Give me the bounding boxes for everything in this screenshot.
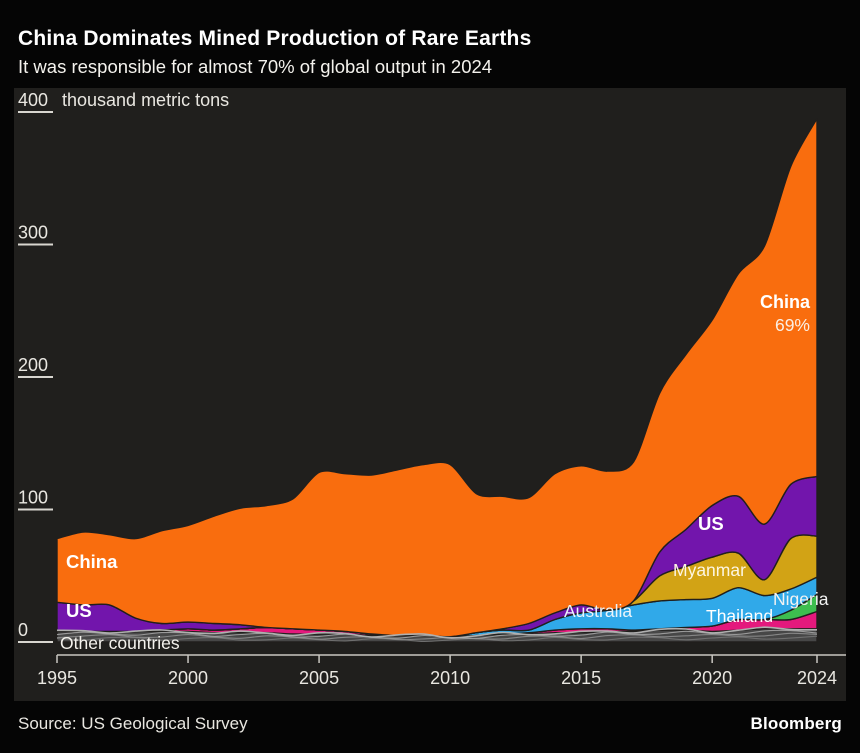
other-countries-texture-line: [56, 626, 818, 639]
page-subtitle: It was responsible for almost 70% of glo…: [18, 56, 493, 77]
chart-label-australia: Australia: [564, 601, 632, 621]
y-axis-unit-label: thousand metric tons: [62, 90, 230, 110]
y-tick-label: 400: [18, 90, 48, 110]
y-tick-label: 0: [18, 620, 28, 640]
page-title: China Dominates Mined Production of Rare…: [18, 27, 532, 50]
y-tick-label: 100: [18, 488, 48, 508]
x-tick-label: 2015: [561, 668, 601, 688]
x-tick-label: 2010: [430, 668, 470, 688]
source-text: Source: US Geological Survey: [18, 714, 248, 733]
x-tick-label: 2005: [299, 668, 339, 688]
chart-label-myanmar: Myanmar: [673, 560, 746, 580]
x-tick-label: 2020: [692, 668, 732, 688]
chart-label-us-right: US: [698, 513, 724, 534]
x-tick-label: 2000: [168, 668, 208, 688]
chart-label-nigeria: Nigeria: [773, 589, 829, 609]
y-tick-label: 300: [18, 223, 48, 243]
chart-label-other-countries: Other countries: [60, 633, 180, 653]
other-countries-texture-line: [56, 635, 818, 643]
chart-label-china-pct: 69%: [775, 315, 810, 335]
x-tick-label: 1995: [37, 668, 77, 688]
chart-label-china-right: China: [760, 292, 811, 312]
chart-label-thailand: Thailand: [706, 606, 773, 626]
chart-footer: Source: US Geological Survey Bloomberg: [0, 701, 860, 753]
x-tick-label: 2024: [797, 668, 837, 688]
other-countries-texture-line: [56, 632, 818, 641]
x-axis: [56, 654, 846, 663]
bloomberg-logo: Bloomberg: [750, 714, 842, 733]
y-tick-label: 200: [18, 355, 48, 375]
chart-label-china-left: China: [66, 551, 118, 572]
chart-label-us-left: US: [66, 600, 92, 621]
area-china: [56, 117, 818, 638]
